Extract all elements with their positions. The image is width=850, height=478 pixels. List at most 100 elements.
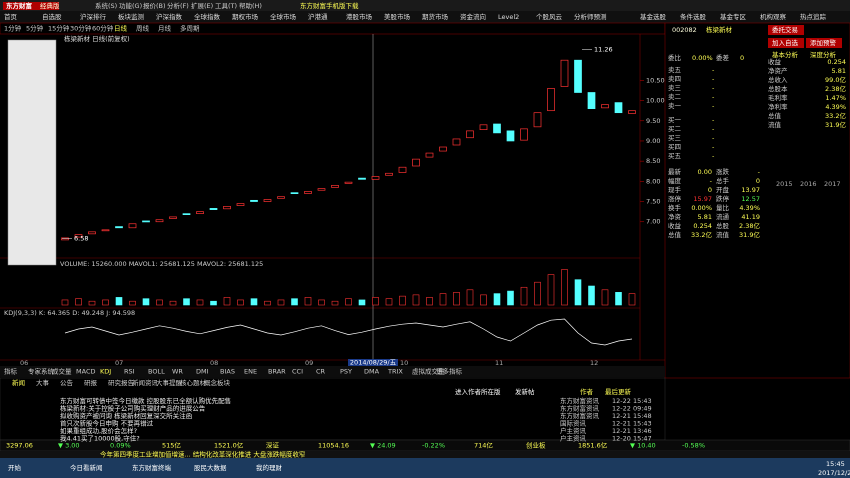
- news-title[interactable]: 拟收购资产被问询 栋梁新材回复深交所关注函: [60, 411, 192, 420]
- toolbar-item[interactable]: 沪港通: [308, 12, 328, 21]
- volume-bar: [277, 299, 285, 306]
- toolbar-item[interactable]: 基金选股: [640, 12, 667, 21]
- menu-item[interactable]: 系统(S): [95, 1, 117, 10]
- toolbar-item[interactable]: Level2: [498, 13, 519, 21]
- toolbar-item[interactable]: 基金专区: [720, 12, 747, 21]
- menu-item[interactable]: 帮助(H): [239, 1, 262, 10]
- news-tab[interactable]: 公告: [60, 378, 74, 387]
- period-tab[interactable]: 月线: [158, 24, 172, 33]
- index-item: 0.09%: [110, 442, 131, 450]
- indicator-tab[interactable]: CCI: [292, 368, 303, 376]
- promo[interactable]: 东方财富手机版下载: [300, 1, 359, 10]
- indicator-tab[interactable]: 成交量: [52, 367, 72, 376]
- period-tab[interactable]: 1分钟: [4, 24, 22, 33]
- indicator-tab[interactable]: DMA: [364, 368, 380, 376]
- news-title[interactable]: 如果重组成功,股价会怎样?: [60, 426, 137, 435]
- fund-value: 4.39%: [825, 103, 846, 111]
- indicator-tab[interactable]: PSY: [340, 368, 352, 376]
- button-bg[interactable]: [768, 25, 804, 35]
- news-title[interactable]: 首只次新股今日申购 不要再错过: [60, 419, 154, 428]
- quote-tab[interactable]: 深度分析: [810, 50, 837, 59]
- toolbar-item[interactable]: 期权市场: [232, 12, 259, 21]
- period-tab[interactable]: 日线: [114, 24, 128, 33]
- indicator-tab[interactable]: TRIX: [387, 368, 403, 376]
- menu-item[interactable]: 工具(T): [215, 2, 237, 10]
- menu-item[interactable]: 功能(G): [119, 1, 142, 10]
- toolbar-item[interactable]: 沪深排行: [80, 12, 107, 21]
- quote-button[interactable]: 加入自选: [772, 38, 799, 47]
- taskbar-item[interactable]: 我的理财: [256, 463, 283, 472]
- menu-item[interactable]: 扩展(E): [191, 1, 213, 10]
- toolbar-item[interactable]: 资金流向: [460, 12, 486, 21]
- news-tab[interactable]: 研究报告: [108, 378, 135, 387]
- toolbar-item[interactable]: 板块监测: [118, 12, 145, 21]
- quote-button[interactable]: 添加预警: [810, 38, 837, 47]
- indicator-tab[interactable]: WR: [172, 368, 183, 376]
- toolbar-item[interactable]: 自选股: [42, 12, 62, 21]
- indicator-tab[interactable]: 更多指标: [436, 367, 463, 376]
- candle: [574, 59, 582, 93]
- toolbar-item[interactable]: 分析师预测: [574, 12, 607, 21]
- stat-label: 量比: [716, 203, 730, 212]
- toolbar-item[interactable]: 美股市场: [384, 12, 411, 21]
- toolbar-item[interactable]: 期货市场: [422, 12, 449, 21]
- indicator-tab[interactable]: DMI: [196, 368, 209, 376]
- volume-bar: [412, 294, 420, 306]
- volume-bar: [142, 298, 150, 306]
- indicator-tab[interactable]: ENE: [244, 368, 257, 376]
- toolbar-item[interactable]: 全球市场: [270, 12, 297, 21]
- indicator-tab[interactable]: KDJ: [100, 368, 111, 376]
- taskbar-item[interactable]: 东方财富终端: [132, 463, 172, 472]
- news-tab[interactable]: 大事提醒: [156, 378, 183, 387]
- indicator-tab[interactable]: CR: [316, 368, 326, 376]
- indicator-tab[interactable]: BRAR: [268, 368, 286, 376]
- indicator-tab[interactable]: RSI: [124, 368, 135, 376]
- toolbar-item[interactable]: 首页: [4, 12, 18, 21]
- drawing-toolbox[interactable]: [7, 39, 57, 266]
- toolbar-item[interactable]: 机构观察: [760, 12, 787, 21]
- volume-bar: [210, 300, 217, 306]
- news-title[interactable]: 栋梁新材:关于控股子公司购买理财产品的进展公告: [60, 404, 206, 413]
- button-bg[interactable]: [806, 38, 842, 48]
- news-tab[interactable]: 新闻: [12, 378, 25, 387]
- indicator-tab[interactable]: 虚拟成交量: [412, 367, 445, 376]
- news-tab[interactable]: 核心题材: [180, 378, 207, 387]
- indicator-tab[interactable]: 专家系统: [28, 367, 55, 376]
- x-tick-label: 12: [590, 359, 598, 367]
- toolbar-item[interactable]: 热点追踪: [800, 12, 827, 21]
- period-tab[interactable]: 15分钟: [48, 24, 70, 33]
- quote-button[interactable]: 委托交易: [772, 25, 798, 34]
- button-bg[interactable]: [768, 38, 804, 48]
- toolbar-item[interactable]: 条件选股: [680, 12, 707, 21]
- toolbar-item[interactable]: 港股市场: [346, 12, 373, 21]
- period-tab[interactable]: 多周期: [180, 24, 200, 33]
- toolbar-item[interactable]: 沪深指数: [156, 12, 183, 21]
- news-title[interactable]: 东方财富可转债中签今日缴款 控股股东已全额认购优先配售: [60, 396, 231, 405]
- taskbar-item[interactable]: 今日看新闻: [70, 463, 103, 472]
- period-tab[interactable]: 周线: [136, 24, 150, 33]
- taskbar-item[interactable]: 股民大数据: [194, 463, 227, 472]
- taskbar-item[interactable]: 开始: [8, 463, 22, 472]
- indicator-tab[interactable]: 指标: [4, 367, 18, 376]
- volume-bar: [75, 298, 82, 306]
- menu-item[interactable]: 报价(B): [143, 1, 166, 10]
- indicator-tab[interactable]: BIAS: [220, 368, 235, 376]
- toolbar-item[interactable]: 全球指数: [194, 12, 221, 21]
- news-button[interactable]: 进入作者所在版: [455, 387, 501, 396]
- toolbar-item[interactable]: 个股风云: [536, 13, 563, 21]
- news-tab[interactable]: 大事: [36, 378, 50, 387]
- period-tab[interactable]: 5分钟: [26, 24, 44, 33]
- news-title[interactable]: 我4.41买了10000股,守住?: [60, 434, 140, 443]
- period-tab[interactable]: 60分钟: [92, 24, 114, 33]
- index-item: 714亿: [474, 441, 493, 450]
- news-tab[interactable]: 概念板块: [204, 378, 231, 387]
- stat-label: 流通: [716, 212, 730, 221]
- news-tab[interactable]: 新闻资讯: [132, 378, 159, 387]
- news-button[interactable]: 发新帖: [515, 387, 535, 396]
- period-tab[interactable]: 30分钟: [70, 24, 92, 33]
- menu-item[interactable]: 分析(F): [167, 1, 189, 10]
- indicator-tab[interactable]: MACD: [76, 368, 95, 376]
- news-tab[interactable]: 研报: [84, 378, 98, 387]
- quote-tab[interactable]: 基本分析: [772, 50, 799, 59]
- indicator-tab[interactable]: BOLL: [148, 368, 165, 376]
